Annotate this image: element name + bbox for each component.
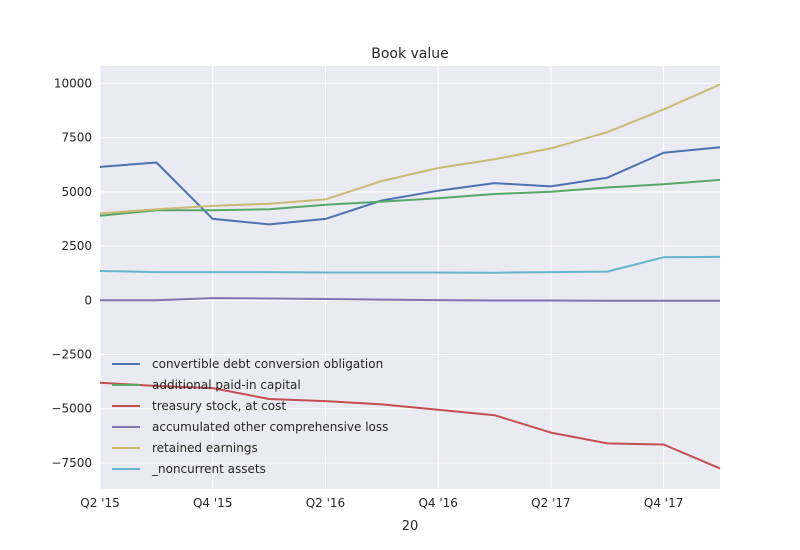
legend-label: convertible debt conversion obligation [152, 357, 383, 371]
series-line [99, 83, 721, 215]
legend-label: _noncurrent assets [151, 462, 266, 476]
legend-item: treasury stock, at cost [112, 399, 286, 413]
y-tick-label: 0 [84, 293, 92, 307]
series-line [99, 178, 721, 217]
series-line [100, 297, 720, 302]
y-tick-label: −2500 [51, 348, 92, 362]
legend-item: _noncurrent assets [112, 462, 266, 476]
y-tick-label: 5000 [61, 185, 92, 199]
legend-label: accumulated other comprehensive loss [152, 420, 388, 434]
x-axis-ticks: Q2 '15 Q4 '15 Q2 '16 Q4 '16 Q2 '17 Q4 '17 [80, 496, 683, 510]
grid [99, 66, 720, 489]
legend-label: treasury stock, at cost [152, 399, 286, 413]
series-line [99, 381, 721, 470]
x-tick-label: Q4 '15 [193, 496, 232, 510]
series-lines [99, 83, 721, 470]
y-tick-label: 7500 [61, 131, 92, 145]
y-tick-label: 10000 [54, 76, 92, 90]
x-tick-label: Q4 '17 [644, 496, 683, 510]
series-line [99, 255, 721, 274]
plot-background [100, 66, 720, 489]
legend-item: retained earnings [112, 441, 258, 455]
x-tick-label: Q2 '17 [531, 496, 570, 510]
legend-label: retained earnings [152, 441, 258, 455]
legend-item: additional paid-in capital [112, 378, 301, 392]
x-axis-label: 20 [402, 519, 419, 534]
y-axis-ticks: −7500 −5000 −2500 0 2500 5000 7500 10000 [51, 76, 92, 470]
legend-label: additional paid-in capital [152, 378, 301, 392]
y-tick-label: −7500 [51, 456, 92, 470]
legend-item: accumulated other comprehensive loss [112, 420, 388, 434]
x-tick-label: Q2 '15 [80, 496, 119, 510]
x-tick-label: Q4 '16 [418, 496, 457, 510]
legend-item: convertible debt conversion obligation [112, 357, 383, 371]
legend: convertible debt conversion obligation ad… [112, 357, 388, 476]
y-tick-label: 2500 [61, 239, 92, 253]
y-tick-label: −5000 [51, 402, 92, 416]
chart-title: Book value [371, 46, 449, 62]
x-tick-label: Q2 '16 [306, 496, 345, 510]
